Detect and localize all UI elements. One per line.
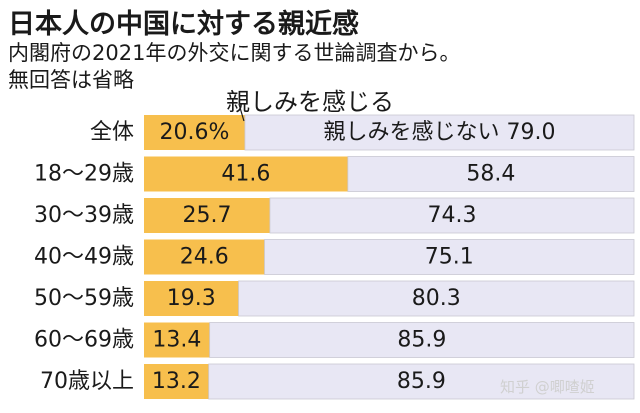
- category-label: 50〜59歳: [34, 286, 134, 311]
- value-label-positive: 13.4: [152, 328, 201, 353]
- chart-subtitle: 内閣府の2021年の外交に関する世論調査から。: [8, 41, 461, 65]
- callout-leader-line: [238, 103, 245, 122]
- category-label: 70歳以上: [40, 369, 134, 394]
- bar-positive: [144, 239, 265, 275]
- bar-negative: [208, 363, 635, 400]
- value-label-negative: 80.3: [412, 286, 461, 311]
- category-label: 40〜49歳: [34, 245, 134, 270]
- value-label-positive: 24.6: [180, 245, 229, 270]
- bar-positive: [144, 322, 210, 358]
- bar-negative: [264, 239, 635, 275]
- value-label-negative: 85.9: [397, 369, 446, 394]
- value-label-negative: 85.9: [397, 328, 446, 353]
- category-label: 30〜39歳: [34, 203, 134, 228]
- bar-positive: [144, 115, 245, 150]
- category-label: 60〜69歳: [34, 328, 134, 353]
- value-label-positive: 25.7: [182, 203, 231, 228]
- bar-negative: [347, 156, 635, 192]
- value-label-negative: 58.4: [466, 162, 515, 187]
- bar-positive: [144, 198, 270, 233]
- watermark: 知乎 @唧喳姬: [500, 378, 595, 396]
- value-label-positive: 13.2: [152, 369, 201, 394]
- category-label: 全体: [90, 120, 134, 145]
- legend-callout-positive: 親しみを感じる: [226, 88, 394, 116]
- chart-note: 無回答は省略: [8, 68, 134, 92]
- bar-negative: [269, 197, 635, 234]
- value-label-negative: 75.1: [425, 245, 474, 270]
- bar-positive: [144, 156, 348, 192]
- bar-positive: [144, 281, 239, 316]
- value-label-positive: 20.6%: [160, 120, 230, 145]
- value-label-positive: 19.3: [167, 286, 216, 311]
- value-label-negative: 74.3: [427, 203, 476, 228]
- bar-negative: [238, 280, 635, 317]
- bar-positive: [144, 364, 209, 399]
- chart-title: 日本人の中国に対する親近感: [8, 9, 359, 40]
- bar-negative: [244, 114, 635, 151]
- category-label: 18〜29歳: [34, 162, 134, 187]
- value-label-positive: 41.6: [221, 162, 270, 187]
- value-label-negative: 親しみを感じない 79.0: [323, 120, 555, 145]
- bar-negative: [209, 322, 635, 358]
